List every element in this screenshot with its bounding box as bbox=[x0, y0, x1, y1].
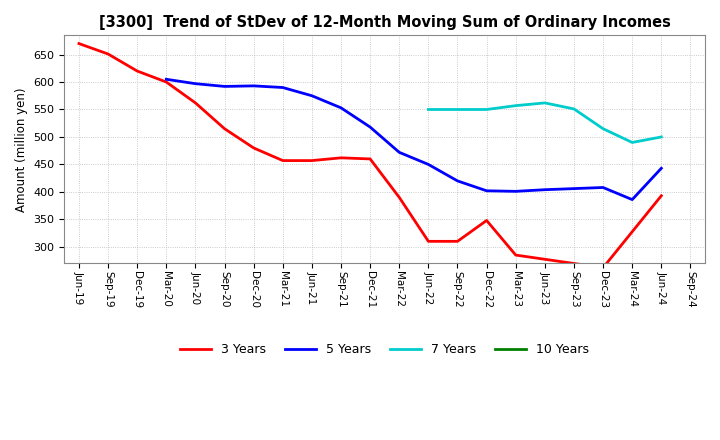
5 Years bbox=[191, 81, 199, 86]
5 Years bbox=[337, 105, 346, 110]
Line: 5 Years: 5 Years bbox=[166, 79, 662, 200]
7 Years bbox=[482, 107, 491, 112]
5 Years bbox=[599, 185, 608, 190]
3 Years bbox=[220, 126, 229, 132]
3 Years bbox=[482, 218, 491, 223]
7 Years bbox=[657, 134, 666, 139]
Line: 7 Years: 7 Years bbox=[428, 103, 662, 143]
3 Years bbox=[162, 79, 171, 84]
5 Years bbox=[307, 93, 316, 99]
7 Years bbox=[453, 107, 462, 112]
3 Years bbox=[307, 158, 316, 163]
Line: 3 Years: 3 Years bbox=[79, 44, 662, 268]
5 Years bbox=[279, 85, 287, 90]
Y-axis label: Amount (million yen): Amount (million yen) bbox=[15, 87, 28, 212]
3 Years bbox=[424, 238, 433, 244]
7 Years bbox=[628, 140, 636, 145]
5 Years bbox=[511, 189, 520, 194]
Legend: 3 Years, 5 Years, 7 Years, 10 Years: 3 Years, 5 Years, 7 Years, 10 Years bbox=[175, 338, 595, 361]
7 Years bbox=[424, 107, 433, 112]
3 Years bbox=[599, 265, 608, 270]
5 Years bbox=[220, 84, 229, 89]
7 Years bbox=[511, 103, 520, 108]
3 Years bbox=[133, 68, 142, 73]
5 Years bbox=[162, 77, 171, 82]
5 Years bbox=[541, 187, 549, 192]
3 Years bbox=[191, 100, 199, 106]
5 Years bbox=[657, 165, 666, 171]
3 Years bbox=[657, 193, 666, 198]
5 Years bbox=[249, 83, 258, 88]
3 Years bbox=[337, 155, 346, 161]
5 Years bbox=[366, 125, 374, 130]
5 Years bbox=[395, 150, 404, 155]
3 Years bbox=[279, 158, 287, 163]
3 Years bbox=[395, 195, 404, 200]
5 Years bbox=[482, 188, 491, 194]
3 Years bbox=[75, 41, 84, 46]
3 Years bbox=[366, 156, 374, 161]
7 Years bbox=[570, 106, 578, 112]
Title: [3300]  Trend of StDev of 12-Month Moving Sum of Ordinary Incomes: [3300] Trend of StDev of 12-Month Moving… bbox=[99, 15, 670, 30]
3 Years bbox=[453, 238, 462, 244]
5 Years bbox=[453, 178, 462, 183]
5 Years bbox=[628, 197, 636, 202]
3 Years bbox=[511, 253, 520, 258]
7 Years bbox=[541, 100, 549, 106]
7 Years bbox=[599, 126, 608, 132]
3 Years bbox=[104, 51, 112, 57]
5 Years bbox=[570, 186, 578, 191]
5 Years bbox=[424, 162, 433, 167]
3 Years bbox=[249, 145, 258, 150]
